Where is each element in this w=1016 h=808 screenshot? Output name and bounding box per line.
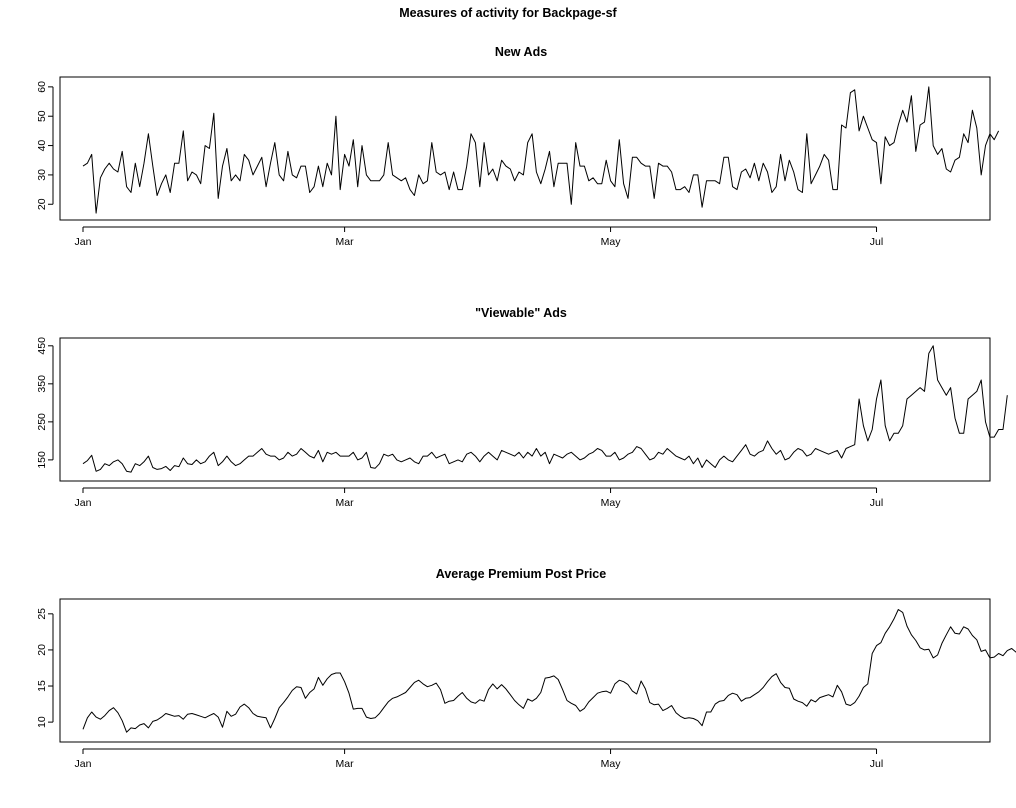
panel-new-ads-tick-labels: 20 30 40 50 60 Jan Mar May Jul <box>36 81 883 248</box>
y-tick-label: 40 <box>36 140 48 152</box>
panel-avg-price-axes <box>48 613 878 754</box>
panel-title-avg-price: Average Premium Post Price <box>436 567 606 581</box>
y-tick-label: 450 <box>36 337 48 355</box>
panel-new-ads: New Ads 20 30 40 50 60 Jan Mar May Jul <box>36 45 1000 248</box>
panel-title-new-ads: New Ads <box>495 45 547 59</box>
y-tick-label: 15 <box>36 680 48 692</box>
panel-new-ads-axes <box>48 86 878 232</box>
y-tick-label: 10 <box>36 716 48 728</box>
y-tick-label: 30 <box>36 169 48 181</box>
panel-title-viewable-ads: "Viewable" Ads <box>475 306 567 320</box>
y-tick-label: 150 <box>36 451 48 469</box>
x-tick-label: Mar <box>336 236 355 248</box>
panel-viewable-ads-series <box>82 345 1008 473</box>
x-tick-label: Jan <box>75 236 92 248</box>
y-tick-label: 25 <box>36 608 48 620</box>
y-tick-label: 250 <box>36 413 48 431</box>
panel-viewable-ads-axes <box>48 345 878 493</box>
x-tick-label: Jul <box>870 758 883 770</box>
x-tick-label: Jul <box>870 236 883 248</box>
x-tick-label: Jul <box>870 497 883 509</box>
figure-title: Measures of activity for Backpage-sf <box>399 6 617 20</box>
panel-avg-price-series <box>82 609 1016 733</box>
panel-avg-price-frame <box>59 598 991 743</box>
x-tick-label: Mar <box>336 758 355 770</box>
panel-viewable-ads-frame <box>59 337 991 482</box>
y-tick-label: 350 <box>36 375 48 393</box>
y-tick-label: 20 <box>36 198 48 210</box>
x-tick-label: May <box>601 236 622 248</box>
panel-viewable-ads-tick-labels: 150 250 350 450 Jan Mar May Jul <box>36 337 883 509</box>
panel-avg-price: Average Premium Post Price 10 15 20 25 Jan Ma… <box>36 567 1016 770</box>
x-tick-label: May <box>601 758 622 770</box>
series-line <box>82 86 1000 214</box>
y-tick-label: 20 <box>36 644 48 656</box>
x-tick-label: May <box>601 497 622 509</box>
panel-new-ads-series <box>82 86 1000 214</box>
series-line <box>82 609 1016 733</box>
y-tick-label: 50 <box>36 110 48 122</box>
panel-avg-price-tick-labels: 10 15 20 25 Jan Mar May Jul <box>36 608 883 770</box>
x-tick-label: Jan <box>75 497 92 509</box>
panel-viewable-ads: "Viewable" Ads 150 250 350 450 Jan Mar May Jul <box>36 306 1008 509</box>
y-tick-label: 60 <box>36 81 48 93</box>
x-tick-label: Mar <box>336 497 355 509</box>
panel-new-ads-frame <box>59 76 991 221</box>
series-line <box>82 345 1008 473</box>
x-tick-label: Jan <box>75 758 92 770</box>
